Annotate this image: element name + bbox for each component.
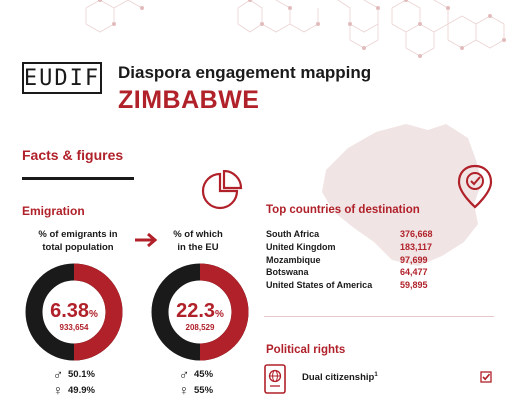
female-symbol-icon: ♀ <box>178 382 190 398</box>
table-row: Mozambique 97,699 <box>266 255 456 268</box>
destination-country: Mozambique <box>266 254 321 265</box>
label-line: total population <box>42 242 114 253</box>
political-rights-heading: Political rights <box>266 344 346 356</box>
label-line: % of emigrants in <box>38 229 118 240</box>
facts-figures-heading: Facts & figures <box>22 147 124 163</box>
country-name: ZIMBABWE <box>118 86 260 114</box>
emigrants-female-share: ♀ 49.9% <box>52 382 95 398</box>
document-title: Diaspora engagement mapping <box>118 63 372 82</box>
label-line: % of which <box>173 229 223 240</box>
percent-sign: % <box>89 309 98 320</box>
emigration-heading: Emigration <box>22 204 85 218</box>
female-value: 55% <box>194 384 214 396</box>
destination-value: 376,668 <box>400 229 433 239</box>
eudif-logo: EUDIF <box>22 62 102 94</box>
eu-female-share: ♀ 55% <box>178 382 213 398</box>
male-value: 45% <box>194 368 214 380</box>
emigrants-male-share: ♂ 50.1% <box>52 366 95 382</box>
eu-percentage: 22.3% <box>150 300 250 323</box>
section-divider <box>264 316 494 317</box>
arrow-right-icon <box>135 232 158 248</box>
eu-share-label: % of which in the EU <box>162 228 234 254</box>
female-symbol-icon: ♀ <box>52 382 64 398</box>
eu-male-share: ♂ 45% <box>178 366 213 382</box>
dual-citizenship-label: Dual citizenship1 <box>302 372 378 383</box>
section-divider <box>22 177 134 180</box>
male-symbol-icon: ♂ <box>178 366 190 382</box>
destinations-table: South Africa 376,668 United Kingdom 183,11… <box>266 229 456 293</box>
donut-share-arc <box>73 263 123 361</box>
donut-share-arc <box>199 263 249 361</box>
emigrants-donut-chart <box>25 263 123 361</box>
destination-country: Botswana <box>266 267 309 278</box>
country-map-silhouette <box>322 124 482 266</box>
emigrants-count: 933,654 <box>59 323 89 332</box>
percent-sign: % <box>215 309 224 320</box>
emigrants-share-label: % of emigrants in total population <box>22 228 134 254</box>
male-symbol-icon: ♂ <box>52 366 64 382</box>
location-pin-icon <box>457 164 493 209</box>
female-value: 49.9% <box>68 384 95 396</box>
percent-value: 6.38 <box>50 300 90 322</box>
destination-value: 59,895 <box>400 280 428 291</box>
dual-citizenship-text: Dual citizenship <box>302 372 375 384</box>
top-destinations-heading: Top countries of destination <box>266 204 420 216</box>
destination-country: South Africa <box>266 229 320 239</box>
table-row: United Kingdom 183,117 <box>266 242 456 255</box>
table-row: Botswana 64,477 <box>266 267 456 280</box>
male-value: 50.1% <box>68 368 95 380</box>
destination-value: 183,117 <box>400 241 433 252</box>
emigrants-percentage: 6.38% <box>24 300 124 323</box>
destination-country: United Kingdom <box>266 241 336 252</box>
destination-value: 97,699 <box>400 254 428 265</box>
passport-icon <box>264 364 286 394</box>
destination-country: United States of America <box>266 280 373 291</box>
percent-value: 22.3 <box>176 300 216 322</box>
eu-share-donut-chart <box>151 263 249 361</box>
table-row: United States of America 59,895 <box>266 280 456 293</box>
label-line: in the EU <box>177 242 219 253</box>
eu-count: 208,529 <box>185 323 215 332</box>
checkbox-checked-icon <box>480 371 492 383</box>
destination-value: 64,477 <box>400 267 428 278</box>
footnote-marker: 1 <box>374 372 378 378</box>
pie-chart-icon <box>201 170 243 210</box>
table-row: South Africa 376,668 <box>266 229 456 242</box>
logo-text: EUDIF <box>23 65 101 91</box>
